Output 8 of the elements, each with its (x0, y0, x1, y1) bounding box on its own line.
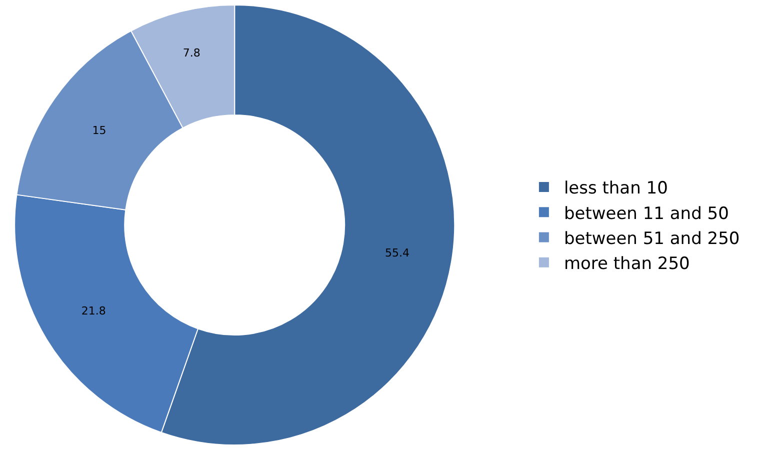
legend-label: more than 250 (564, 254, 690, 274)
data-label: 21.8 (81, 304, 106, 318)
legend-label: between 51 and 250 (564, 228, 740, 249)
legend-label: less than 10 (564, 178, 668, 199)
data-label: 55.4 (384, 246, 410, 260)
data-label: 7.8 (182, 46, 200, 60)
data-label: 15 (92, 124, 106, 138)
legend-label: between 11 and 50 (564, 204, 729, 224)
